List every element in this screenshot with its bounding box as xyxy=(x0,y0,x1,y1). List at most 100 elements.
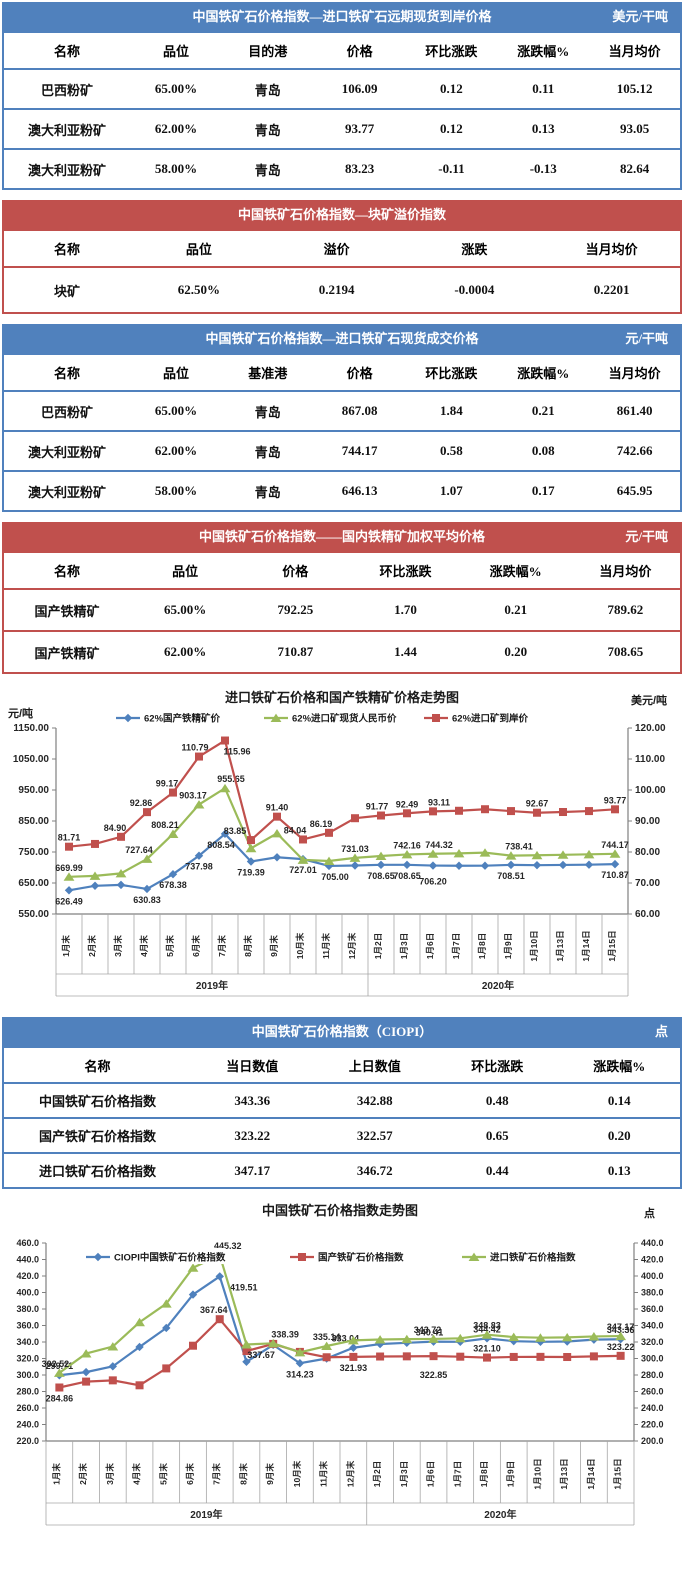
x-axis-category-label: 9月末 xyxy=(269,935,279,957)
data-label: 92.67 xyxy=(526,799,549,809)
table-row: 国产铁精矿 65.00% 792.25 1.70 0.21 789.62 xyxy=(3,589,681,632)
row-name-cell: 澳大利亚粉矿 xyxy=(3,431,131,472)
value-cell: 93.77 xyxy=(313,109,406,150)
table-unit: 美元/干吨 xyxy=(612,9,668,24)
x-axis-category-label: 3月末 xyxy=(113,935,123,957)
x-axis-category-label: 1月7日 xyxy=(451,933,461,959)
diamond-marker-icon xyxy=(610,859,620,869)
square-marker-icon xyxy=(247,836,255,845)
value-cell: 106.09 xyxy=(313,69,406,110)
right-axis-tick-label: 200.0 xyxy=(641,1436,664,1446)
row-name-cell: 国产铁精矿 xyxy=(3,589,131,632)
x-axis-category-label: 1月15日 xyxy=(613,1458,623,1489)
x-axis-category-label: 1月2日 xyxy=(372,1461,382,1487)
table-title: 中国铁矿石价格指数—块矿溢价指数 xyxy=(237,207,446,222)
triangle-marker-icon xyxy=(347,1335,359,1345)
diamond-marker-icon xyxy=(480,861,490,870)
square-marker-icon xyxy=(143,808,151,817)
square-marker-icon xyxy=(299,835,307,844)
data-label: 348.83 xyxy=(473,1321,501,1331)
square-marker-icon xyxy=(215,1315,224,1324)
column-header: 涨跌 xyxy=(405,230,544,268)
triangle-marker-icon xyxy=(193,800,205,809)
diamond-marker-icon xyxy=(142,884,152,894)
data-label: 302.52 xyxy=(42,1359,70,1369)
data-label: 708.65 xyxy=(367,871,395,881)
left-axis-tick-label: 1050.00 xyxy=(13,754,50,765)
row-name-cell: 巴西粉矿 xyxy=(3,69,131,110)
value-cell: 65.00% xyxy=(130,69,222,110)
data-label: 93.77 xyxy=(604,795,627,805)
triangle-marker-icon xyxy=(271,828,283,838)
left-axis-tick-label: 260.0 xyxy=(16,1403,39,1413)
row-name-cell: 澳大利亚粉矿 xyxy=(3,109,131,150)
right-axis-tick-label: 260.0 xyxy=(641,1387,664,1397)
data-label: 808.54 xyxy=(207,840,235,850)
triangle-marker-icon xyxy=(505,851,517,860)
data-label: 343.36 xyxy=(607,1325,635,1335)
x-axis-category-label: 9月末 xyxy=(265,1463,275,1485)
table-header-row: 名称 品位 目的港 价格 环比涨跌 涨跌幅% 当月均价 xyxy=(3,32,681,70)
column-header: 当月均价 xyxy=(589,32,681,70)
x-axis-category-label: 7月末 xyxy=(212,1463,222,1485)
diamond-marker-icon xyxy=(108,1362,118,1371)
table-title-bar: 中国铁矿石价格指数—块矿溢价指数 xyxy=(2,200,682,229)
left-axis-unit: 元/吨 xyxy=(8,706,33,720)
square-marker-icon xyxy=(402,1352,411,1361)
value-cell: 0.14 xyxy=(558,1083,681,1119)
value-cell: 342.88 xyxy=(313,1083,437,1119)
right-axis-tick-label: 360.0 xyxy=(641,1304,664,1314)
series-line xyxy=(59,1317,621,1389)
data-label: 110.79 xyxy=(181,743,208,753)
data-label: 321.93 xyxy=(340,1363,368,1373)
diamond-marker-icon xyxy=(215,1272,224,1281)
value-cell: 323.22 xyxy=(191,1118,314,1154)
value-cell: 青岛 xyxy=(221,471,314,512)
column-header: 当月均价 xyxy=(570,552,681,590)
value-cell: 867.08 xyxy=(313,391,406,432)
x-axis-category-label: 4月末 xyxy=(132,1463,142,1485)
diamond-marker-icon xyxy=(454,861,464,870)
value-cell: 青岛 xyxy=(221,149,314,190)
square-marker-icon xyxy=(432,714,440,722)
diamond-marker-icon xyxy=(242,1357,251,1367)
value-cell: 0.48 xyxy=(436,1083,559,1119)
right-axis-tick-label: 100.00 xyxy=(635,785,666,796)
triangle-marker-icon xyxy=(219,783,231,793)
index-trend-chart-box: 中国铁矿石价格指数走势图 点 220.0 240.0 260.0 280.0 300.0 32… xyxy=(0,1199,684,1564)
triangle-marker-icon xyxy=(141,854,153,863)
triangle-marker-icon xyxy=(428,1334,439,1343)
row-name-cell: 进口铁矿石价格指数 xyxy=(3,1153,192,1189)
value-cell: 65.00% xyxy=(130,391,222,432)
value-cell: 青岛 xyxy=(221,431,314,472)
square-marker-icon xyxy=(162,1364,171,1373)
data-label: 84.04 xyxy=(284,825,307,835)
diamond-marker-icon xyxy=(376,860,386,870)
data-label: 744.32 xyxy=(425,840,453,850)
row-name-cell: 中国铁矿石价格指数 xyxy=(3,1083,192,1119)
right-axis-tick-label: 300.0 xyxy=(641,1354,664,1364)
data-label: 322.85 xyxy=(420,1370,448,1380)
column-header: 环比涨跌 xyxy=(350,552,461,590)
series-line xyxy=(68,832,616,892)
data-label: 91.40 xyxy=(266,803,289,813)
table-row: 澳大利亚粉矿 58.00% 青岛 83.23 -0.11 -0.13 82.64 xyxy=(3,149,681,190)
square-marker-icon xyxy=(298,1253,306,1261)
square-marker-icon xyxy=(533,808,541,817)
table-row: 国产铁矿石价格指数 323.22 322.57 0.65 0.20 xyxy=(3,1118,681,1154)
table-row: 块矿 62.50% 0.2194 -0.0004 0.2201 xyxy=(3,267,681,314)
square-marker-icon xyxy=(536,1352,545,1361)
square-marker-icon xyxy=(481,805,489,814)
data-label: 314.23 xyxy=(286,1369,314,1379)
value-cell: 0.17 xyxy=(497,471,590,512)
square-marker-icon xyxy=(377,811,385,820)
diamond-marker-icon xyxy=(93,1252,103,1262)
left-axis-tick-label: 360.0 xyxy=(16,1321,39,1331)
value-cell: 0.12 xyxy=(405,69,498,110)
value-cell: 742.66 xyxy=(589,431,681,472)
triangle-marker-icon xyxy=(297,855,309,864)
table-unit: 点 xyxy=(654,1024,668,1039)
x-axis-category-label: 1月8日 xyxy=(479,1461,489,1487)
right-axis-tick-label: 420.0 xyxy=(641,1255,664,1265)
